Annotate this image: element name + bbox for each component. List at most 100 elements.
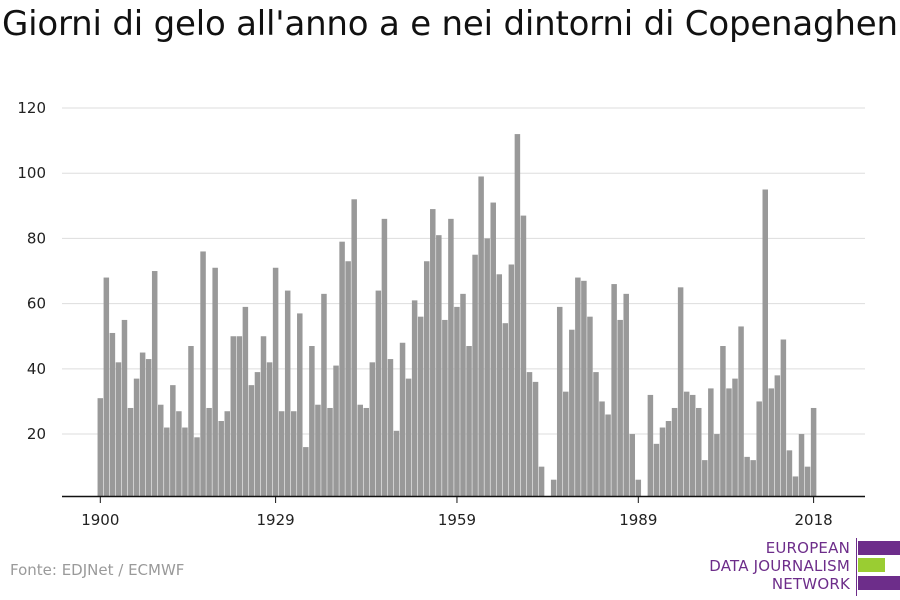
bar-2017 [804,466,811,496]
bar-2018 [810,407,817,496]
bar-1907 [139,352,146,496]
logo-divider [856,538,857,596]
bar-1967 [502,323,509,496]
chart-title: Giorni di gelo all'anno a e nei dintorni… [2,4,898,44]
bar-1968 [508,264,515,496]
bar-1979 [575,277,581,496]
bar-1914 [182,427,188,496]
bar-1924 [242,306,249,496]
bar-1975 [550,479,557,496]
bar-1994 [665,421,672,496]
y-tick-label: 60 [27,295,46,313]
x-tick-label: 2018 [795,511,833,529]
bar-1945 [369,362,376,496]
bar-1966 [496,274,503,496]
bar-1937 [321,293,327,496]
bar-1942 [351,199,357,497]
bar-1901 [103,277,110,496]
bar-1900 [97,398,104,496]
bar-1980 [581,280,587,496]
bar-1928 [266,362,273,496]
bar-1995 [671,407,678,496]
bar-2002 [714,434,720,496]
bar-1956 [436,235,442,496]
bar-1989 [635,479,642,496]
bar-1915 [188,346,194,496]
bar-1933 [297,313,303,496]
bar-1932 [290,411,297,496]
bar-1998 [689,394,696,496]
bar-1910 [158,404,164,496]
bar-1906 [133,378,140,496]
bar-1982 [593,372,599,496]
bar-1997 [683,391,690,496]
bar-1913 [176,411,182,496]
bar-1923 [236,336,243,496]
bar-1985 [611,284,617,496]
bar-1988 [629,434,636,496]
bar-1919 [212,267,218,496]
y-tick-label: 120 [17,99,46,117]
bar-1938 [327,407,333,496]
bar-2008 [750,460,756,496]
bar-1958 [448,218,454,497]
bar-1959 [454,306,460,496]
y-axis-ticks: 20 40 60 80 100 120 [17,99,46,443]
logo-bar-top [858,541,900,555]
bar-1952 [411,300,418,496]
bar-2005 [732,378,738,496]
bar-1970 [520,215,527,496]
bar-1987 [623,293,629,496]
bar-1976 [556,306,563,496]
bar-1939 [333,365,339,496]
logo-text-line-3: NETWORK [771,575,850,593]
bar-1903 [115,362,122,496]
bar-1957 [442,319,448,496]
bar-1909 [151,271,158,496]
bar-1973 [538,466,545,496]
bar-1978 [569,329,575,496]
bar-1996 [677,287,684,496]
logo-text-line-1: EUROPEAN [765,539,850,557]
bar-2007 [744,456,750,496]
edjnet-logo: EUROPEAN DATA JOURNALISM NETWORK [700,536,900,596]
bar-series [97,134,817,497]
bar-1971 [526,372,533,496]
bar-1951 [405,378,412,496]
bar-2016 [798,434,805,496]
bar-2011 [768,388,775,496]
bar-1962 [472,254,478,496]
bar-1921 [224,411,230,496]
logo-text-line-2: DATA JOURNALISM [709,557,850,575]
bar-2015 [792,476,799,496]
x-tick-label: 1929 [257,511,295,529]
bar-1947 [381,218,388,497]
bar-1940 [339,241,345,496]
bar-1931 [284,290,291,496]
bar-1977 [563,391,569,496]
bar-1917 [200,251,206,496]
bar-1949 [393,430,400,496]
bar-1993 [659,427,666,496]
bar-1965 [490,202,496,497]
bar-1992 [653,443,660,496]
x-tick-label: 1959 [438,511,476,529]
bar-1926 [254,372,261,496]
bar-1944 [363,407,370,496]
bar-1908 [145,359,152,496]
bar-1948 [387,359,394,496]
bar-1941 [345,261,351,496]
bar-1929 [272,267,279,496]
bar-1972 [532,381,539,496]
bar-1911 [164,427,170,496]
logo-bar-bottom [858,576,900,590]
source-note: Fonte: EDJNet / ECMWF [10,561,185,579]
bar-1936 [315,404,321,496]
bar-chart: 20 40 60 80 100 120 1900 1929 1959 1989 2018 [17,99,865,529]
bar-1927 [260,336,267,496]
bar-2000 [702,460,708,496]
bar-1916 [194,437,200,496]
bar-1986 [617,319,623,496]
bar-1991 [647,394,654,496]
bar-1983 [599,401,605,496]
